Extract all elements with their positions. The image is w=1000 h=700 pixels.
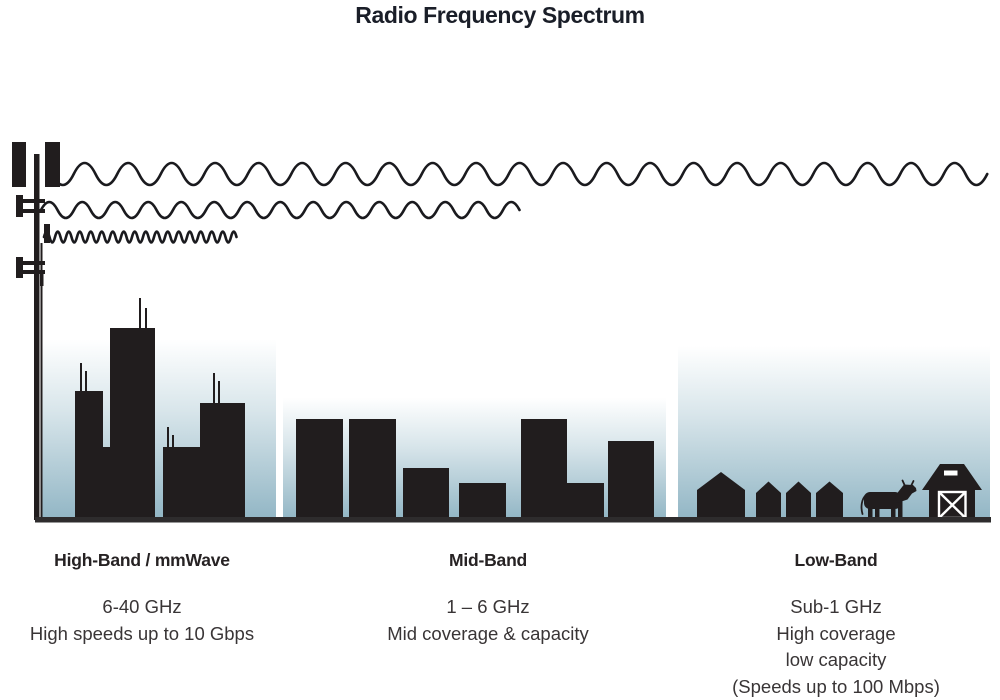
low-frequency-wave xyxy=(50,161,989,187)
band-detail: Mid coverage & capacity xyxy=(387,622,589,644)
band-name: Mid-Band xyxy=(448,550,528,570)
band-detail: High coverage xyxy=(776,622,896,644)
band-name: Low-Band xyxy=(794,550,878,570)
antenna-spikes xyxy=(80,298,220,448)
band-detail: Sub-1 GHz xyxy=(790,596,882,617)
mid-frequency-wave xyxy=(39,200,521,220)
page-title: Radio Frequency Spectrum xyxy=(355,2,645,28)
cow-icon xyxy=(860,479,917,519)
band-detail: 1 – 6 GHz xyxy=(446,596,530,617)
barn-icon xyxy=(922,464,982,520)
band-detail: (Speeds up to 100 Mbps) xyxy=(732,675,940,697)
city-skyline-icon xyxy=(75,298,245,520)
band-detail: low capacity xyxy=(785,649,887,670)
cell-tower-icon xyxy=(12,142,60,520)
band-detail: High speeds up to 10 Gbps xyxy=(29,622,255,644)
midrise-buildings-icon xyxy=(296,419,654,520)
band-label-high: High-Band / mmWave 6-40 GHz High speeds … xyxy=(22,550,262,647)
band-label-mid: Mid-Band 1 – 6 GHz Mid coverage & capaci… xyxy=(368,550,608,647)
ground-line xyxy=(35,517,991,523)
band-detail: 6-40 GHz xyxy=(102,596,182,617)
high-frequency-wave xyxy=(42,230,238,244)
houses-icon xyxy=(697,472,843,520)
band-label-low: Low-Band Sub-1 GHz High coverage low cap… xyxy=(696,550,976,700)
band-name: High-Band / mmWave xyxy=(54,550,230,570)
